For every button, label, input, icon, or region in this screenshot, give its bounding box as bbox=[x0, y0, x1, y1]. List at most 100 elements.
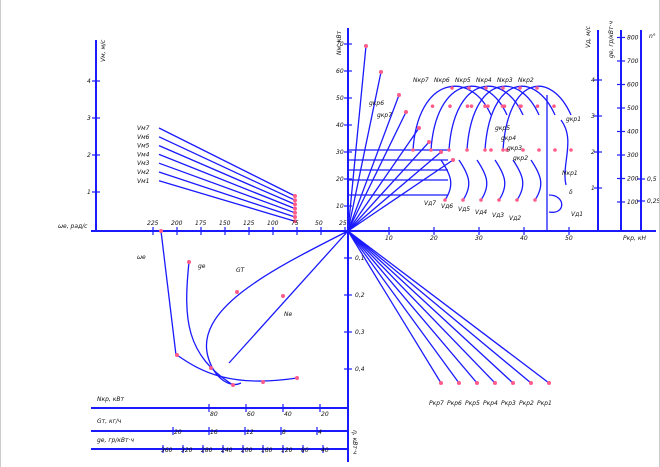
gt-tick-label: 20 bbox=[174, 429, 182, 436]
nkr-point bbox=[430, 104, 435, 108]
ndeg-axis-title: n° bbox=[649, 33, 656, 40]
gd-tick-label: 100 bbox=[627, 199, 639, 206]
nkr-point bbox=[489, 148, 493, 152]
p-tick-label: 20 bbox=[430, 235, 438, 242]
pkr-label: Pкр2 bbox=[519, 400, 534, 407]
nkr-arc bbox=[502, 85, 572, 151]
n-axis-title: Nм, кВт bbox=[336, 30, 343, 55]
nkr-axis-title: Nкр, кВт bbox=[97, 396, 124, 403]
ge2-tick-label: 80 bbox=[301, 447, 309, 454]
vm-tick-label: 1 bbox=[87, 189, 91, 196]
gd-tick-label: 800 bbox=[627, 35, 639, 42]
pkr-line bbox=[347, 230, 478, 384]
nm-tick-label: 30 bbox=[336, 149, 344, 156]
vm-line-label: Vм1 bbox=[137, 178, 149, 185]
nkr-point bbox=[505, 148, 509, 152]
bottom-curve bbox=[176, 354, 298, 382]
pkr-line bbox=[347, 230, 550, 384]
we-tick-label: 225 bbox=[147, 220, 159, 227]
lower-point bbox=[187, 260, 191, 264]
gkr1-label: gкр1 bbox=[566, 116, 581, 123]
nkr-arc bbox=[448, 85, 524, 151]
gt-curve bbox=[205, 230, 349, 385]
fan-point bbox=[379, 70, 383, 74]
vm-line-label: Vм3 bbox=[137, 160, 150, 167]
lower-point bbox=[209, 366, 213, 370]
lower-point bbox=[175, 353, 179, 357]
ge2-axis-title: gе, гр/кВт·ч bbox=[97, 437, 134, 444]
ge-curve-label: gе bbox=[198, 263, 206, 270]
p-tick-label: 30 bbox=[475, 235, 483, 242]
ne-curve bbox=[228, 230, 349, 364]
lower-point bbox=[261, 380, 265, 384]
data-points bbox=[159, 44, 573, 387]
nkr-point bbox=[465, 104, 470, 108]
ndeg-tick-label: 0,25 bbox=[647, 198, 660, 205]
vm-line-label: Vм4 bbox=[137, 151, 150, 158]
nkr-tick-label: 40 bbox=[284, 411, 292, 418]
w-axis-title: ωе, рад/с bbox=[58, 223, 88, 230]
nm-tick-label: 70 bbox=[336, 41, 344, 48]
vd-axis-title: Vд, м/с bbox=[585, 25, 592, 48]
fan-line bbox=[347, 94, 400, 232]
p-tick-label: 10 bbox=[385, 235, 393, 242]
ge-curve bbox=[186, 261, 234, 386]
gkr-left-label: gкр6 bbox=[369, 100, 384, 107]
vm-tick-label: 3 bbox=[87, 115, 91, 122]
nkr-point bbox=[447, 148, 451, 152]
pkr-line bbox=[347, 230, 514, 384]
vd-tick-label: 1 bbox=[591, 185, 595, 192]
nkr1-label: Nкр1 bbox=[562, 170, 578, 177]
fan-point bbox=[417, 126, 421, 130]
pkr-line bbox=[347, 230, 496, 384]
ne-curve-label: Nе bbox=[284, 311, 292, 318]
nm-tick-label: 10 bbox=[336, 203, 344, 210]
we-tick-label: 150 bbox=[219, 220, 231, 227]
p-tick-label: 40 bbox=[520, 235, 528, 242]
gkr-mid-label: gкр2 bbox=[513, 155, 528, 162]
nkr-point bbox=[483, 148, 487, 152]
nkr-point bbox=[535, 104, 540, 108]
vd-tick-label: 3 bbox=[591, 113, 595, 120]
lower-point bbox=[281, 294, 285, 298]
ge2-tick-label: 200 bbox=[241, 447, 253, 454]
vd-label: Vд4 bbox=[475, 209, 487, 216]
vm-line bbox=[158, 127, 296, 197]
nkr-point bbox=[483, 104, 487, 108]
pkr-label: Pкр5 bbox=[465, 400, 480, 407]
gd-tick-label: 200 bbox=[627, 176, 639, 183]
vd-point bbox=[515, 198, 519, 202]
vm-tick-label: 2 bbox=[87, 152, 91, 159]
ge2-tick-label: 360 bbox=[161, 447, 173, 454]
vd-point bbox=[443, 198, 447, 202]
vd-point bbox=[461, 198, 465, 202]
nkr-point bbox=[518, 104, 522, 108]
fan-line bbox=[347, 45, 367, 232]
nkr-tick-label: 80 bbox=[210, 411, 218, 418]
we-tick-label: 200 bbox=[171, 220, 183, 227]
nm-tick-label: 40 bbox=[336, 122, 344, 129]
vd-tick-label: 4 bbox=[591, 77, 595, 84]
we-tick-label: 100 bbox=[267, 220, 279, 227]
vm-point bbox=[293, 219, 297, 224]
vd-curve bbox=[512, 159, 524, 201]
nkr-tick-label: 60 bbox=[247, 411, 255, 418]
lower-point bbox=[295, 376, 299, 380]
gd-axis-title: gе, гр/кВт·ч bbox=[608, 21, 615, 58]
nkr-point bbox=[553, 148, 557, 152]
lower-point bbox=[159, 229, 163, 233]
gt-tick-label: 8 bbox=[282, 429, 286, 436]
vm-line-label: Vм6 bbox=[137, 134, 150, 141]
fan-point bbox=[451, 158, 455, 162]
v-axis-title: Vм, м/с bbox=[100, 39, 107, 62]
nkr-point bbox=[467, 86, 471, 90]
gkr-mid-label: gкр3 bbox=[507, 145, 522, 152]
we-tick-label: 25 bbox=[339, 220, 347, 227]
nkr-point bbox=[500, 104, 505, 108]
nkr-top-label: Nкр2 bbox=[518, 77, 534, 84]
eta-tick-label: 0,4 bbox=[355, 366, 365, 373]
nkr-point bbox=[537, 148, 541, 152]
ge2-tick-label: 160 bbox=[261, 447, 273, 454]
ge2-tick-label: 280 bbox=[201, 447, 213, 454]
p-axis-title: Pкр, кН bbox=[623, 235, 646, 242]
